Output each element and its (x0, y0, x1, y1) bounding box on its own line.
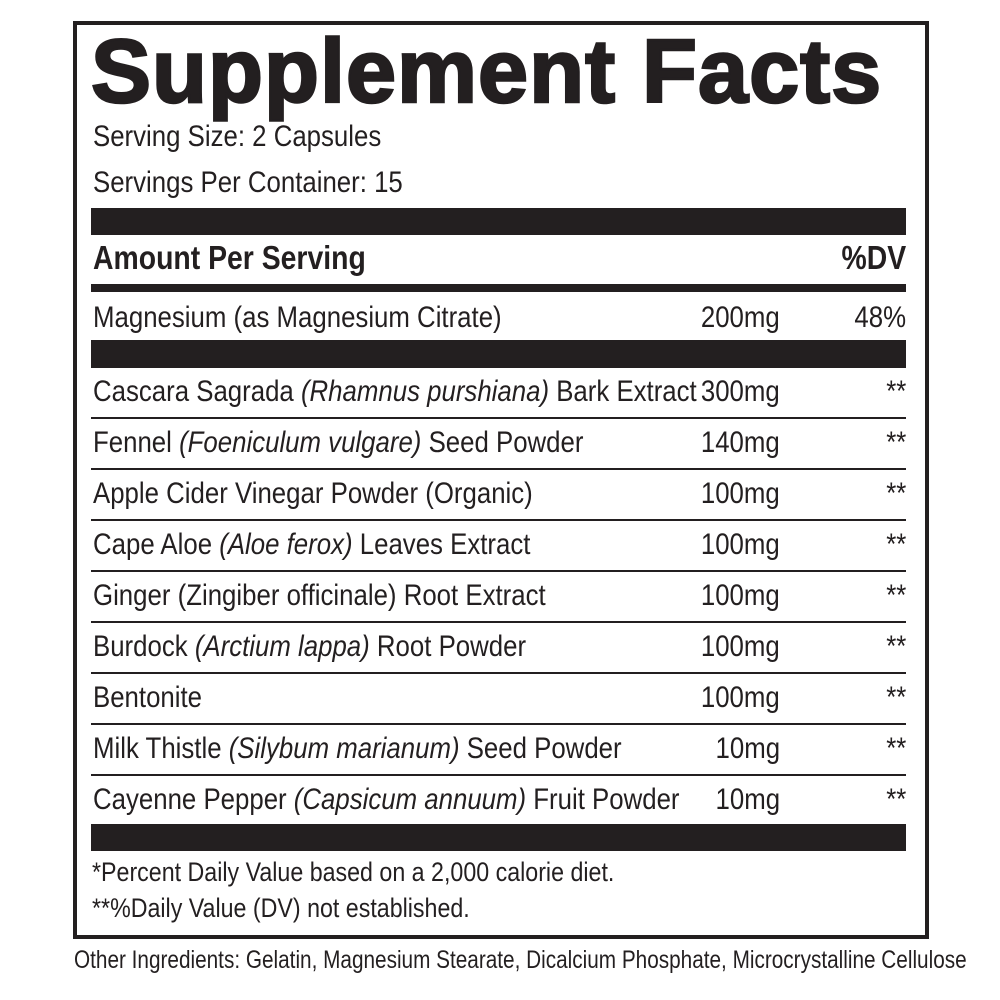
ingredient-amount: 100mg (701, 630, 780, 663)
ingredient-row: Milk Thistle (Silybum marianum) Seed Pow… (91, 727, 906, 771)
ingredient-amount: 200mg (701, 301, 780, 334)
ingredient-name: Milk Thistle (Silybum marianum) Seed Pow… (93, 732, 622, 765)
ingredient-dv: ** (885, 426, 906, 459)
ingredient-dv: ** (885, 630, 906, 663)
footnote-dv: *Percent Daily Value based on a 2,000 ca… (92, 855, 699, 889)
ingredient-amount: 100mg (701, 579, 780, 612)
row-separator (91, 570, 906, 572)
ingredient-dv: ** (885, 375, 906, 408)
ingredient-name: Ginger (Zingiber officinale) Root Extrac… (93, 579, 546, 612)
other-ingredients-text: Other Ingredients: Gelatin, Magnesium St… (74, 946, 967, 974)
serving-size-text: Serving Size: 2 Capsules (93, 120, 382, 153)
ingredient-row: Fennel (Foeniculum vulgare) Seed Powder 1… (91, 421, 906, 465)
ingredient-dv: ** (885, 732, 906, 765)
ingredient-row: Cayenne Pepper (Capsicum annuum) Fruit P… (91, 778, 906, 822)
ingredient-name: Apple Cider Vinegar Powder (Organic) (93, 477, 533, 510)
ingredient-name: Fennel (Foeniculum vulgare) Seed Powder (93, 426, 584, 459)
primary-row: Magnesium (as Magnesium Citrate) 200mg 4… (91, 296, 906, 340)
ingredient-amount: 10mg (715, 783, 780, 816)
dv-label: %DV (841, 239, 906, 276)
ingredient-row: Burdock (Arctium lappa) Root Powder 100mg… (91, 625, 906, 669)
ingredient-dv: 48% (854, 301, 906, 334)
row-separator (91, 417, 906, 419)
ingredient-name: Cascara Sagrada (Rhamnus purshiana) Bark… (93, 375, 697, 408)
divider-bar (91, 824, 906, 851)
row-separator (91, 774, 906, 776)
ingredient-row: Apple Cider Vinegar Powder (Organic) 100m… (91, 472, 906, 516)
row-separator (91, 468, 906, 470)
footnote-2: **%Daily Value (DV) not established. (92, 893, 470, 923)
ingredient-name: Burdock (Arctium lappa) Root Powder (93, 630, 527, 663)
ingredient-name: Magnesium (as Magnesium Citrate) (93, 301, 502, 334)
row-separator (91, 672, 906, 674)
footnote-not-established: **%Daily Value (DV) not established. (92, 891, 531, 925)
ingredient-row: Bentonite 100mg ** (91, 676, 906, 720)
ingredient-dv: ** (885, 528, 906, 561)
divider-line (91, 284, 906, 292)
footnote-1: *Percent Daily Value based on a 2,000 ca… (92, 857, 615, 887)
row-separator (91, 723, 906, 725)
ingredient-dv: ** (885, 783, 906, 816)
ingredient-dv: ** (885, 477, 906, 510)
ingredient-row: Cape Aloe (Aloe ferox) Leaves Extract 100… (91, 523, 906, 567)
ingredient-dv: ** (885, 579, 906, 612)
divider-bar (91, 340, 906, 368)
supplement-facts-panel (73, 21, 929, 939)
ingredient-amount: 10mg (715, 732, 780, 765)
ingredient-row: Cascara Sagrada (Rhamnus purshiana) Bark… (91, 370, 906, 414)
row-separator (91, 519, 906, 521)
ingredient-name: Cape Aloe (Aloe ferox) Leaves Extract (93, 528, 531, 561)
serving-size: Serving Size: 2 Capsules (93, 119, 428, 155)
servings-per-container-text: Servings Per Container: 15 (93, 166, 403, 199)
amount-per-serving-label: Amount Per Serving (93, 239, 366, 276)
panel-title: Supplement Facts (90, 21, 883, 124)
other-ingredients: Other Ingredients: Gelatin, Magnesium St… (74, 945, 1000, 975)
ingredient-amount: 140mg (701, 426, 780, 459)
ingredient-name: Cayenne Pepper (Capsicum annuum) Fruit P… (93, 783, 680, 816)
ingredient-amount: 100mg (701, 528, 780, 561)
row-separator (91, 621, 906, 623)
servings-per-container: Servings Per Container: 15 (93, 165, 453, 201)
column-header: Amount Per Serving %DV (91, 236, 906, 280)
ingredient-row: Ginger (Zingiber officinale) Root Extrac… (91, 574, 906, 618)
ingredient-dv: ** (885, 681, 906, 714)
ingredient-name: Bentonite (93, 681, 203, 714)
panel-title-text: Supplement Facts (90, 21, 883, 124)
ingredient-amount: 100mg (701, 477, 780, 510)
ingredient-amount: 300mg (701, 375, 780, 408)
ingredient-amount: 100mg (701, 681, 780, 714)
divider-bar (91, 208, 906, 235)
